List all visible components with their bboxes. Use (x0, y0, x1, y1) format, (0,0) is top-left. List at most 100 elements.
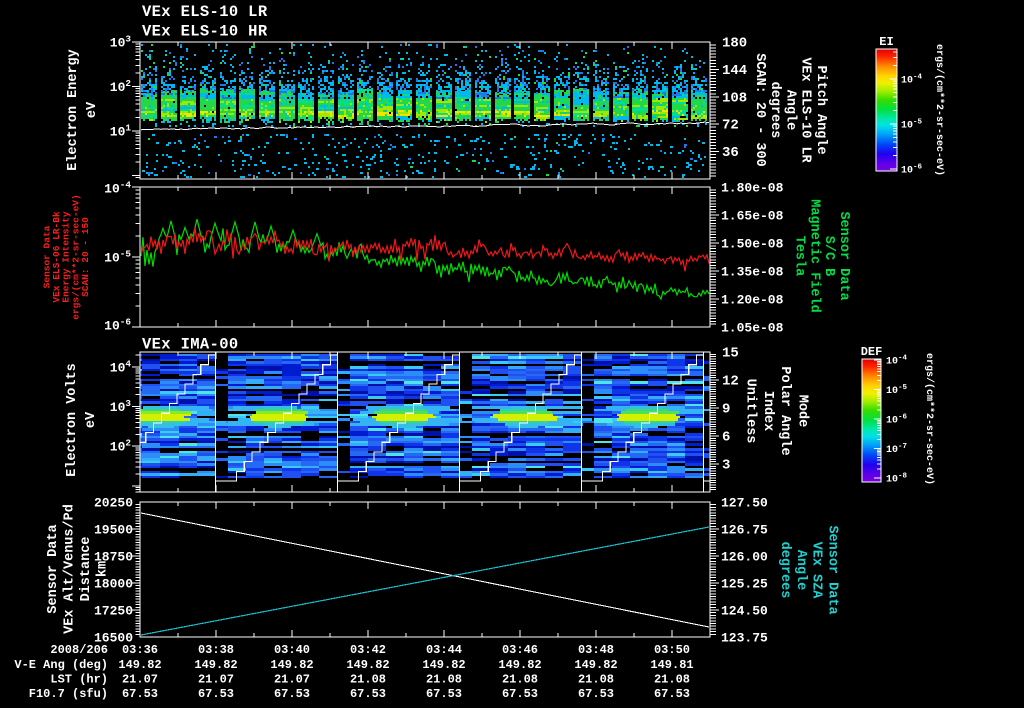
svg-text:21.08: 21.08 (350, 673, 386, 687)
svg-text:67.53: 67.53 (502, 687, 538, 701)
svg-text:Sensor Data: Sensor Data (42, 225, 53, 288)
svg-text:1.35e-08: 1.35e-08 (721, 265, 784, 280)
svg-text:21.07: 21.07 (274, 673, 310, 687)
svg-text:125.25: 125.25 (721, 577, 768, 592)
svg-text:ergs/(cm**2-sr-sec-eV): ergs/(cm**2-sr-sec-eV) (933, 44, 945, 176)
svg-text:1.05e-08: 1.05e-08 (721, 321, 784, 336)
svg-text:2008/206: 2008/206 (50, 643, 108, 657)
svg-text:123.75: 123.75 (721, 631, 768, 646)
svg-text:127.50: 127.50 (721, 496, 768, 511)
svg-text:15: 15 (722, 346, 739, 362)
svg-text:SCAN: 20 - 300: SCAN: 20 - 300 (752, 53, 767, 166)
svg-text:VEx Alt/Venus/Pd: VEx Alt/Venus/Pd (63, 504, 78, 634)
svg-text:67.53: 67.53 (578, 687, 614, 701)
svg-text:149.81: 149.81 (650, 658, 693, 672)
svg-text:Electron Energy: Electron Energy (66, 49, 81, 171)
svg-text:ergs/(cm**2-sr-sec-eV): ergs/(cm**2-sr-sec-eV) (70, 194, 81, 319)
svg-text:03:40: 03:40 (274, 643, 310, 657)
svg-text:126.00: 126.00 (721, 550, 768, 565)
svg-text:20250: 20250 (94, 496, 133, 511)
svg-text:1.20e-08: 1.20e-08 (721, 293, 784, 308)
svg-text:149.82: 149.82 (346, 658, 389, 672)
svg-text:Electron Volts: Electron Volts (65, 363, 80, 476)
svg-text:1.65e-08: 1.65e-08 (721, 209, 784, 224)
svg-text:DEF: DEF (861, 345, 883, 359)
svg-text:72: 72 (722, 118, 739, 134)
svg-text:SCAN: 20 - 150: SCAN: 20 - 150 (80, 217, 91, 297)
svg-text:67.53: 67.53 (274, 687, 310, 701)
svg-text:Polar Angle: Polar Angle (777, 366, 792, 455)
svg-text:eV: eV (84, 411, 99, 428)
svg-text:Angle: Angle (793, 550, 808, 591)
svg-text:18750: 18750 (94, 550, 133, 565)
svg-text:Index: Index (760, 391, 775, 432)
svg-text:VEx SZA: VEx SZA (809, 542, 824, 600)
svg-text:Pitch Angle: Pitch Angle (813, 65, 828, 154)
svg-text:1.50e-08: 1.50e-08 (721, 237, 784, 252)
svg-text:21.07: 21.07 (198, 673, 234, 687)
svg-text:Tesla: Tesla (792, 236, 807, 277)
svg-text:9: 9 (722, 402, 730, 418)
svg-text:3: 3 (722, 458, 730, 474)
svg-text:21.08: 21.08 (654, 673, 690, 687)
svg-text:18000: 18000 (94, 577, 133, 592)
svg-text:67.53: 67.53 (198, 687, 234, 701)
svg-text:Sensor Data: Sensor Data (825, 525, 840, 614)
svg-text:03:46: 03:46 (502, 643, 538, 657)
svg-text:149.82: 149.82 (574, 658, 617, 672)
svg-text:Angle: Angle (782, 90, 797, 131)
svg-text:21.07: 21.07 (122, 673, 158, 687)
svg-text:Energy Intensity: Energy Intensity (61, 211, 72, 303)
svg-text:12: 12 (722, 374, 739, 390)
svg-text:VEx IMA-00: VEx IMA-00 (142, 336, 239, 354)
svg-text:eV: eV (85, 101, 100, 118)
svg-text:ergs/(cm**2-sr-sec-eV): ergs/(cm**2-sr-sec-eV) (923, 353, 935, 485)
svg-text:Mode: Mode (795, 395, 810, 427)
svg-text:126.75: 126.75 (721, 523, 768, 538)
svg-text:Sensor Data: Sensor Data (836, 211, 851, 300)
svg-text:VEx ELS-10 LR: VEx ELS-10 LR (798, 57, 813, 163)
svg-text:VEx ELS-10 HR: VEx ELS-10 HR (142, 23, 268, 41)
svg-text:108: 108 (722, 90, 747, 106)
svg-text:Distance: Distance (79, 537, 94, 602)
svg-text:degrees: degrees (777, 542, 792, 599)
svg-text:1.80e-08: 1.80e-08 (721, 181, 784, 196)
svg-text:144: 144 (722, 63, 747, 79)
svg-text:Magnetic Field: Magnetic Field (806, 199, 821, 312)
svg-text:VEx ELS-06 LR-Bk: VEx ELS-06 LR-Bk (51, 211, 62, 303)
svg-text:21.08: 21.08 (426, 673, 462, 687)
svg-text:67.53: 67.53 (426, 687, 462, 701)
svg-text:03:48: 03:48 (578, 643, 614, 657)
svg-text:03:50: 03:50 (654, 643, 690, 657)
svg-text:03:36: 03:36 (122, 643, 158, 657)
svg-text:149.82: 149.82 (118, 658, 161, 672)
svg-text:180: 180 (722, 36, 747, 52)
svg-text:F10.7 (sfu): F10.7 (sfu) (29, 687, 108, 701)
svg-text:67.53: 67.53 (654, 687, 690, 701)
svg-text:6: 6 (722, 430, 730, 446)
svg-text:67.53: 67.53 (122, 687, 158, 701)
svg-text:16500: 16500 (94, 631, 133, 646)
svg-text:03:38: 03:38 (198, 643, 234, 657)
svg-text:EI: EI (879, 35, 893, 49)
svg-text:03:44: 03:44 (426, 643, 462, 657)
svg-text:149.82: 149.82 (422, 658, 465, 672)
svg-text:Sensor Data: Sensor Data (46, 524, 61, 613)
svg-text:VEx ELS-10 LR: VEx ELS-10 LR (142, 3, 268, 21)
svg-text:17250: 17250 (94, 604, 133, 619)
svg-text:67.53: 67.53 (350, 687, 386, 701)
svg-text:21.08: 21.08 (578, 673, 614, 687)
svg-text:Unitless: Unitless (743, 379, 758, 444)
svg-text:V-E Ang (deg): V-E Ang (deg) (14, 658, 108, 672)
svg-text:degrees: degrees (767, 82, 782, 139)
svg-text:124.50: 124.50 (721, 604, 768, 619)
svg-text:km: km (96, 561, 111, 577)
svg-text:S/C B: S/C B (821, 236, 836, 277)
svg-text:149.82: 149.82 (194, 658, 237, 672)
svg-text:19500: 19500 (94, 523, 133, 538)
svg-text:36: 36 (722, 145, 739, 161)
svg-text:LST (hr): LST (hr) (50, 673, 108, 687)
svg-text:149.82: 149.82 (498, 658, 541, 672)
svg-text:21.08: 21.08 (502, 673, 538, 687)
svg-text:03:42: 03:42 (350, 643, 386, 657)
